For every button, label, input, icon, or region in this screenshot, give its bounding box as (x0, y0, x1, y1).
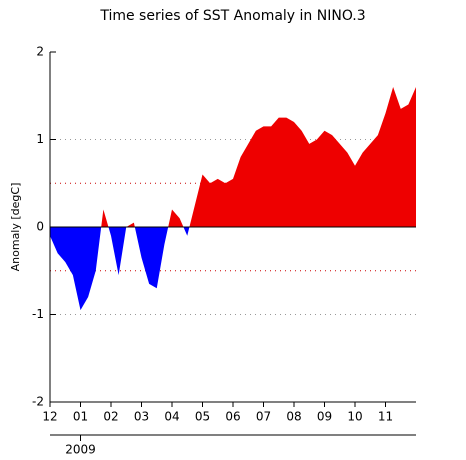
y-tick-label: 1 (36, 132, 44, 146)
x-tick-label: 09 (317, 410, 332, 424)
y-tick-label: -1 (32, 307, 44, 321)
x-tick-label: 12 (42, 410, 57, 424)
x-tick-label: 03 (134, 410, 149, 424)
x-tick-label: 01 (73, 410, 88, 424)
x-tick-label: 10 (347, 410, 362, 424)
y-tick-label: 0 (36, 220, 44, 234)
x-tick-label: 04 (164, 410, 179, 424)
x-tick-label: 08 (286, 410, 301, 424)
chart-title: Time series of SST Anomaly in NINO.3 (99, 8, 365, 24)
positive-area (50, 87, 416, 227)
y-tick-label: 2 (36, 45, 44, 59)
x-tick-label: 05 (195, 410, 210, 424)
year-label: 2009 (65, 443, 96, 457)
y-axis-label: Anomaly [degC] (9, 183, 22, 272)
y-tick-label: -2 (32, 395, 44, 409)
x-tick-label: 07 (256, 410, 271, 424)
x-tick-label: 11 (378, 410, 393, 424)
x-tick-label: 02 (103, 410, 118, 424)
negative-area (50, 227, 416, 311)
x-tick-label: 06 (225, 410, 240, 424)
